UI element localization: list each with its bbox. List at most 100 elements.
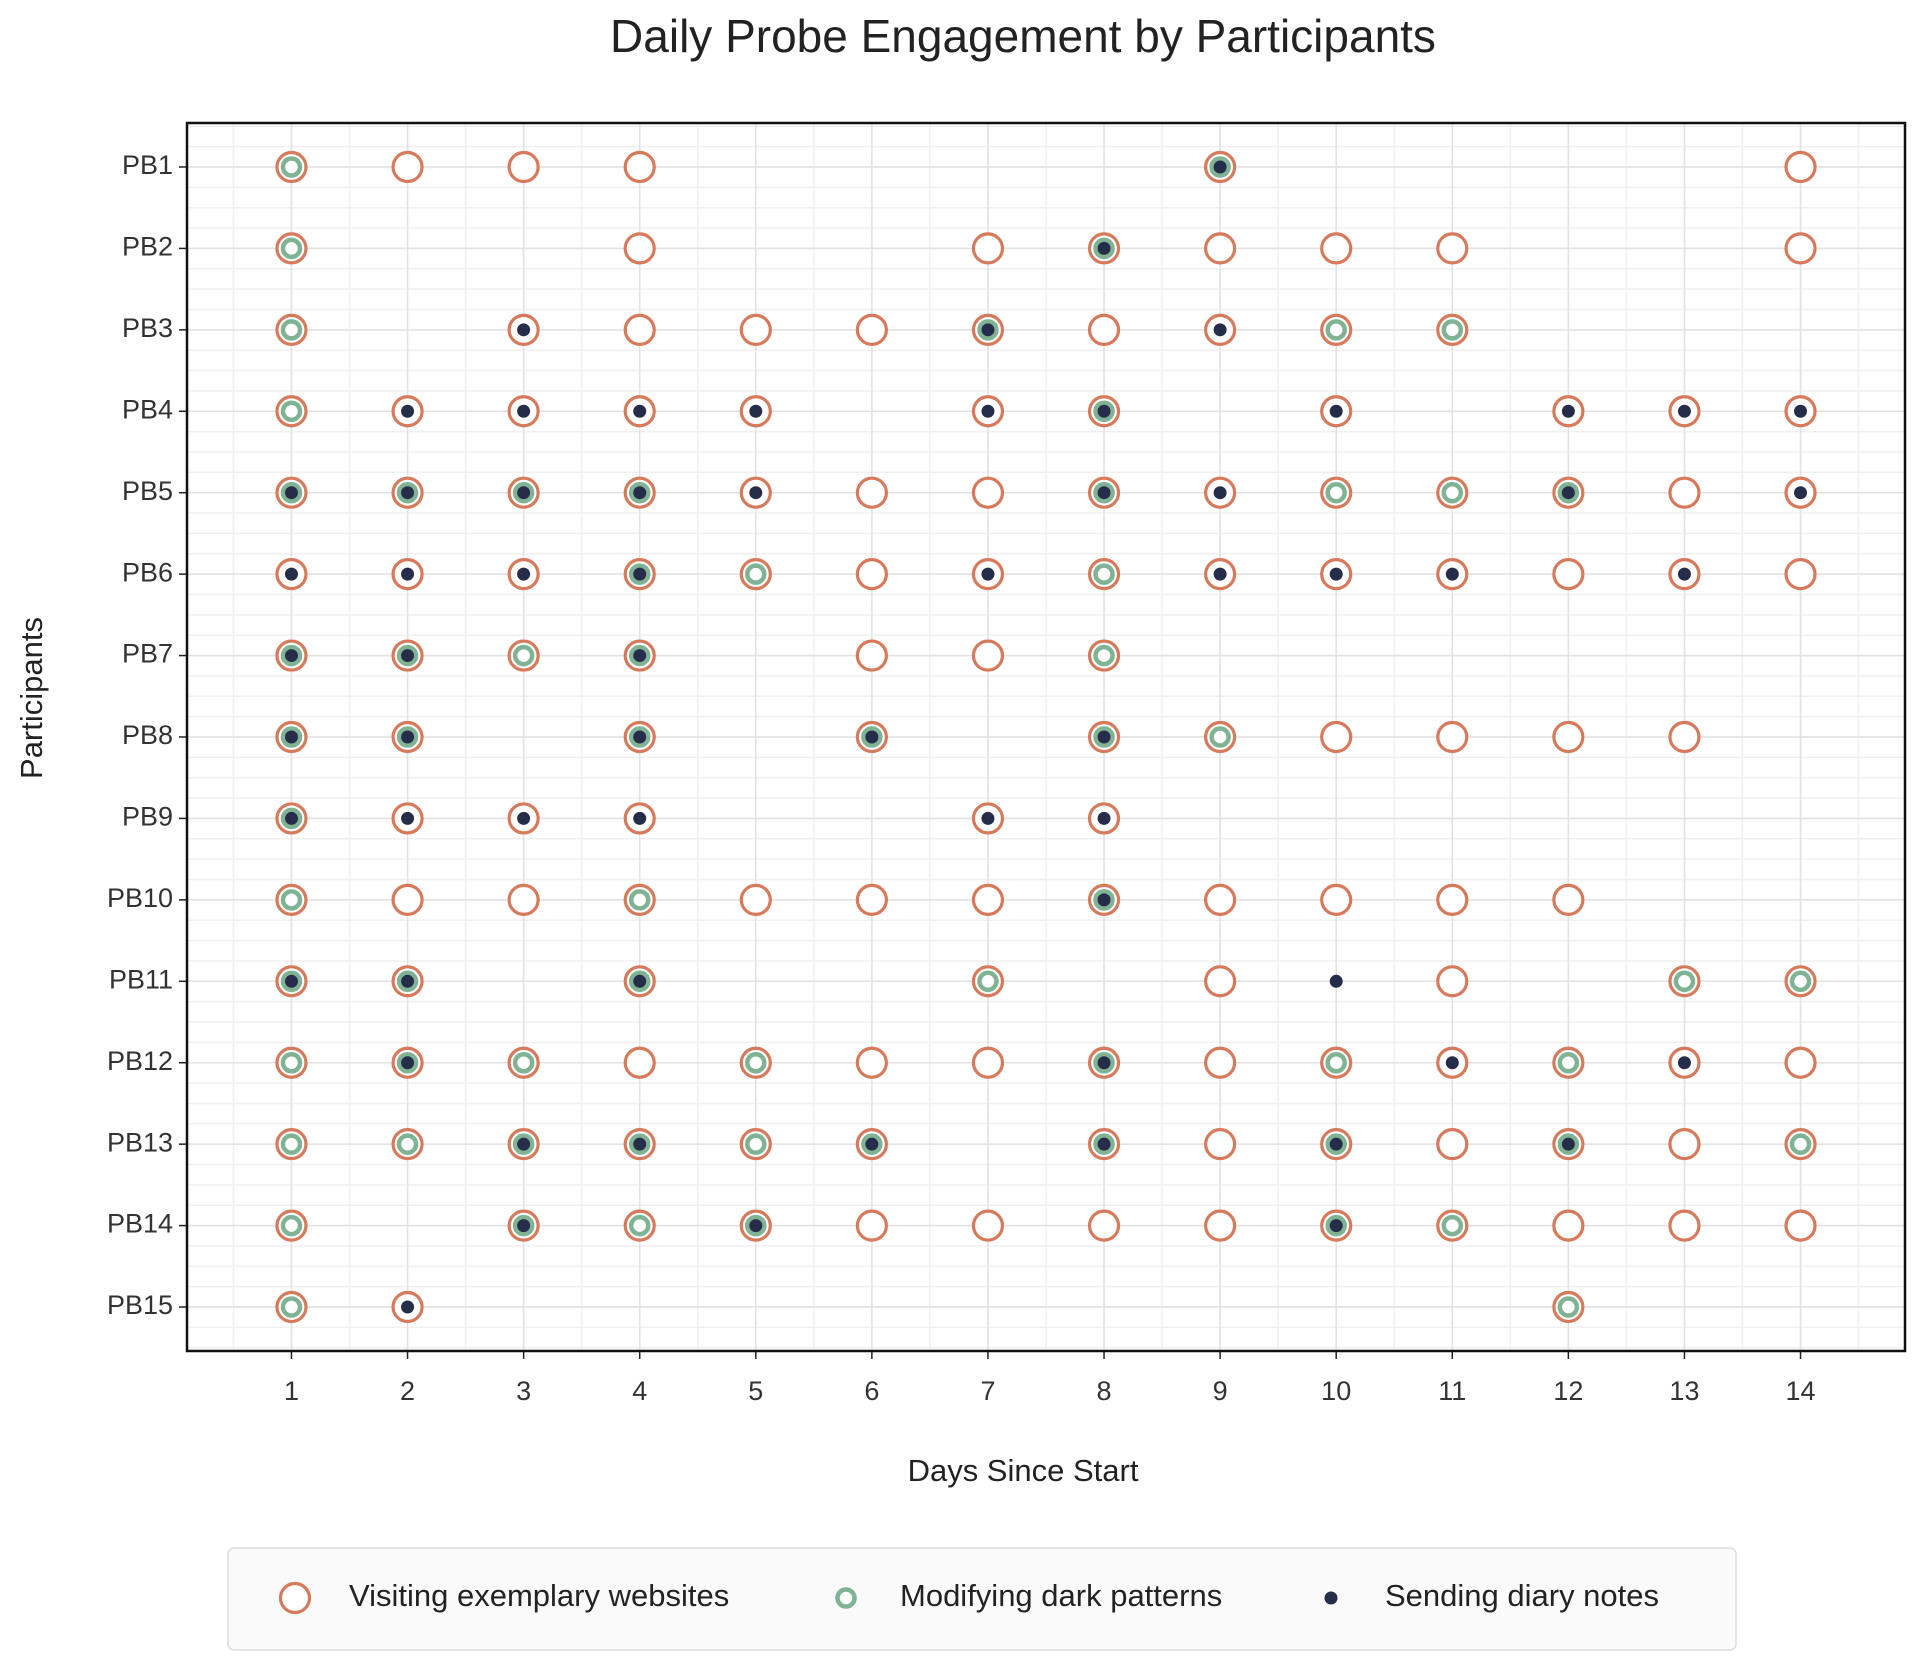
marker-diary xyxy=(284,730,298,744)
marker-diary xyxy=(633,567,647,581)
marker-diary xyxy=(517,404,531,418)
marker-diary xyxy=(401,404,415,418)
marker-diary xyxy=(749,404,763,418)
marker-visiting xyxy=(1204,1128,1237,1161)
marker-visiting xyxy=(855,1209,888,1242)
y-axis-label: Participants xyxy=(14,617,49,779)
x-tick-label: 7 xyxy=(980,1376,995,1406)
x-axis-label: Days Since Start xyxy=(908,1453,1139,1488)
marker-modifying xyxy=(835,1587,857,1609)
marker-diary xyxy=(284,811,298,825)
marker-visiting xyxy=(1204,1046,1237,1079)
marker-diary xyxy=(981,404,995,418)
marker-diary xyxy=(401,567,415,581)
marker-visiting xyxy=(1436,1128,1469,1161)
marker-visiting xyxy=(623,232,656,265)
marker-diary xyxy=(1097,811,1111,825)
marker-modifying xyxy=(280,237,303,260)
marker-diary xyxy=(1445,1056,1459,1070)
marker-diary xyxy=(633,811,647,825)
marker-diary xyxy=(401,1056,415,1070)
marker-modifying xyxy=(280,400,303,423)
marker-visiting xyxy=(855,476,888,509)
plot-frame xyxy=(185,121,1907,1353)
marker-visiting xyxy=(1204,883,1237,916)
x-tick-label: 5 xyxy=(748,1376,763,1406)
marker-modifying xyxy=(280,889,303,911)
y-tick-label: PB2 xyxy=(122,232,173,262)
marker-diary xyxy=(1677,1056,1691,1070)
marker-diary xyxy=(1329,567,1343,581)
marker-visiting xyxy=(855,313,888,346)
marker-modifying xyxy=(628,1214,651,1237)
marker-visiting xyxy=(971,1046,1005,1079)
marker-diary xyxy=(401,730,415,744)
marker-modifying xyxy=(745,1051,767,1074)
marker-modifying xyxy=(1325,319,1347,341)
y-tick-label: PB11 xyxy=(109,964,173,994)
marker-diary xyxy=(517,486,531,500)
marker-visiting xyxy=(1552,883,1585,916)
marker-visiting xyxy=(1552,720,1585,754)
marker-visiting xyxy=(623,150,656,184)
marker-modifying xyxy=(1093,644,1115,667)
marker-visiting xyxy=(1552,558,1585,591)
marker-diary xyxy=(633,1137,647,1151)
marker-visiting xyxy=(1087,313,1121,346)
marker-visiting xyxy=(391,150,424,184)
y-tick-label: PB13 xyxy=(107,1127,173,1157)
marker-visiting xyxy=(1552,1209,1585,1242)
marker-modifying xyxy=(745,1133,767,1155)
marker-visiting xyxy=(1784,558,1817,591)
x-tick-label: 12 xyxy=(1553,1376,1583,1406)
x-tick-label: 8 xyxy=(1097,1376,1112,1406)
marker-modifying xyxy=(280,319,303,341)
marker-visiting xyxy=(1436,883,1469,916)
marker-visiting xyxy=(1668,1128,1701,1161)
marker-diary xyxy=(865,1137,879,1151)
marker-visiting xyxy=(1436,720,1469,754)
marker-visiting xyxy=(391,883,424,916)
marker-diary xyxy=(1097,730,1111,744)
marker-diary xyxy=(517,1137,531,1151)
marker-diary xyxy=(1794,486,1808,500)
y-tick-label: PB14 xyxy=(107,1209,173,1239)
marker-visiting xyxy=(1668,720,1701,754)
marker-diary xyxy=(633,486,647,500)
marker-visiting xyxy=(739,883,772,916)
marker-modifying xyxy=(1789,970,1812,993)
marker-modifying xyxy=(1557,1051,1580,1074)
y-tick-label: PB3 xyxy=(122,313,173,343)
marker-diary xyxy=(517,1219,531,1233)
x-tick-label: 1 xyxy=(284,1376,299,1406)
marker-visiting xyxy=(1784,1046,1817,1079)
y-tick-label: PB10 xyxy=(107,883,173,913)
marker-modifying xyxy=(745,563,767,585)
marker-modifying xyxy=(1093,563,1115,585)
marker-visiting xyxy=(1320,720,1353,754)
marker-visiting xyxy=(971,476,1005,509)
marker-diary xyxy=(401,1300,415,1314)
y-tick-label: PB1 xyxy=(122,150,173,180)
marker-visiting xyxy=(1087,1209,1121,1242)
marker-modifying xyxy=(1789,1133,1812,1155)
marker-diary xyxy=(981,811,995,825)
marker-modifying xyxy=(1441,319,1464,341)
marker-visiting xyxy=(971,639,1005,672)
y-tick-label: PB15 xyxy=(107,1290,173,1320)
chart-title: Daily Probe Engagement by Participants xyxy=(610,10,1436,62)
marker-diary xyxy=(1324,1591,1338,1605)
marker-diary xyxy=(1097,404,1111,418)
marker-visiting xyxy=(855,1046,888,1079)
marker-diary xyxy=(284,486,298,500)
marker-visiting xyxy=(1204,232,1237,265)
x-tick-label: 14 xyxy=(1786,1376,1816,1406)
marker-modifying xyxy=(1673,970,1696,993)
marker-visiting xyxy=(1436,965,1469,998)
marker-diary xyxy=(1677,404,1691,418)
marker-modifying xyxy=(977,970,999,993)
marker-diary xyxy=(284,974,298,988)
x-tick-label: 3 xyxy=(516,1376,531,1406)
y-tick-label: PB5 xyxy=(122,476,173,506)
